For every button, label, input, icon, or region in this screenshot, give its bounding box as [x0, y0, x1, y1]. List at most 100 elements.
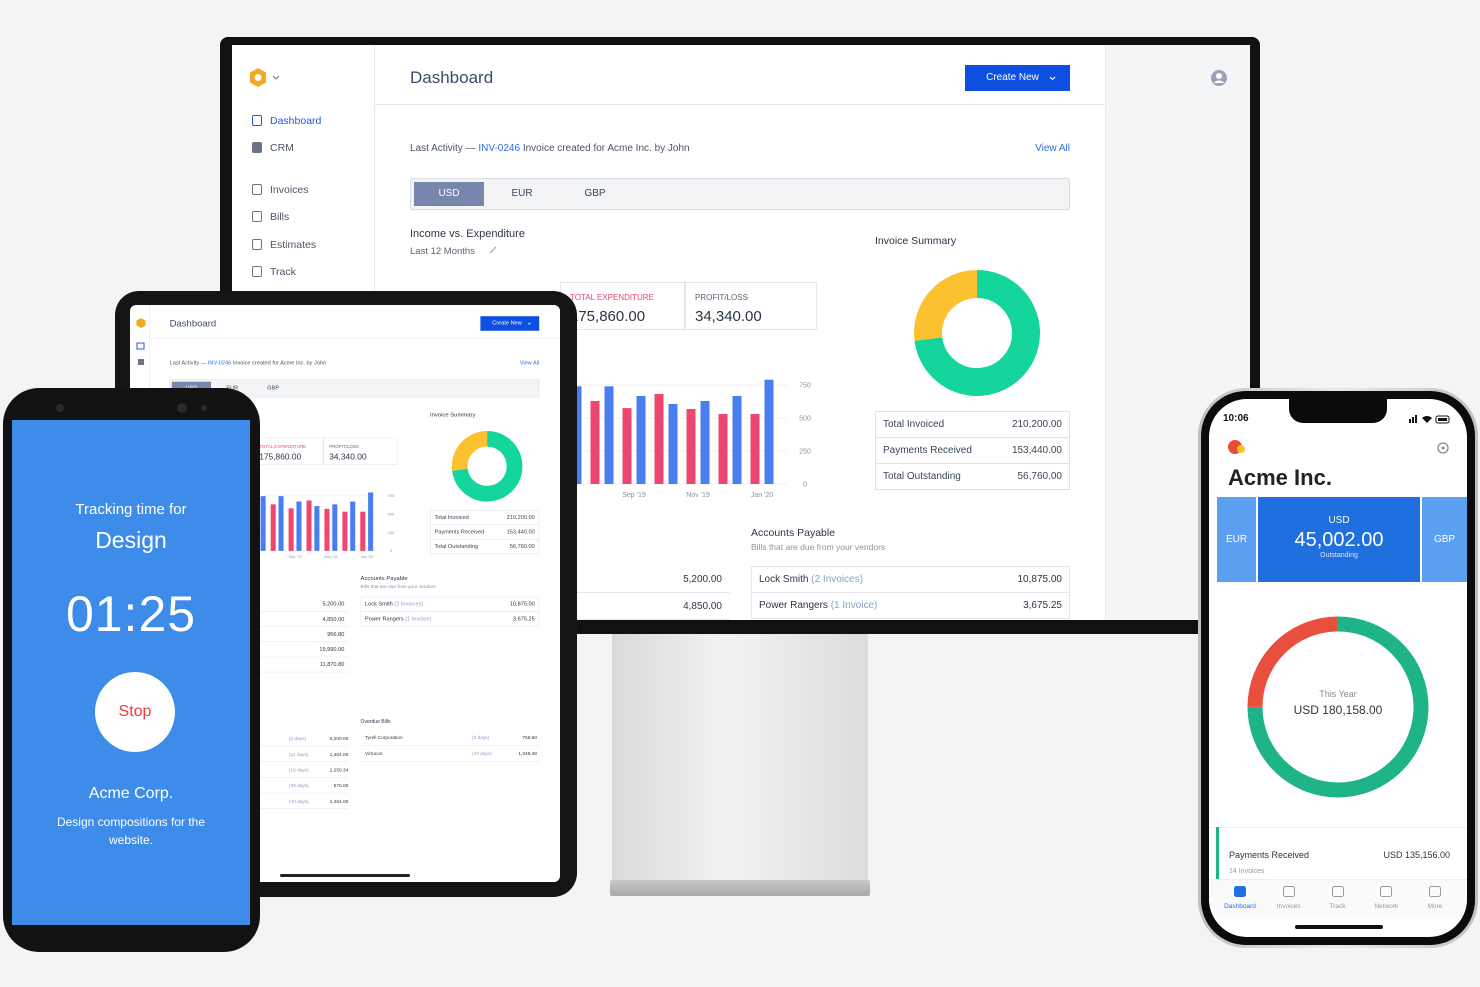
currency-tab[interactable]: USD: [414, 182, 484, 206]
row-divider: [430, 539, 540, 540]
bar: [314, 506, 320, 551]
overdue-row[interactable]: [360, 746, 540, 762]
receivable-amount: 5,200.00: [683, 574, 722, 585]
chart-title: Income vs. Expenditure: [410, 228, 525, 240]
create-button[interactable]: Create New: [480, 316, 540, 331]
last-activity: Last Activity — INV-0246 Invoice created…: [170, 360, 327, 366]
summary-label: Total Outstanding: [883, 471, 961, 482]
tab-label[interactable]: Dashboard: [1224, 903, 1256, 910]
summary-value: 153,440.00: [506, 529, 535, 536]
receivable-amount: 19,990.00: [319, 646, 345, 653]
nav-item[interactable]: CRM: [270, 142, 294, 154]
donut-segment: [914, 270, 978, 341]
tab-glyph: [1380, 886, 1393, 897]
nav-item[interactable]: Invoices: [270, 184, 309, 196]
invoice-count: (2 Invoices): [811, 574, 863, 585]
overdue-row[interactable]: [360, 729, 540, 746]
tab-glyph: [1282, 886, 1295, 897]
nav-icon: [252, 184, 262, 195]
ring-total: USD 180,158.00: [1293, 703, 1383, 717]
nav-item[interactable]: Estimates: [270, 239, 317, 251]
y-tick-label: 500: [388, 511, 395, 516]
summary-label: Payments Received: [883, 445, 972, 456]
payments-card[interactable]: [1209, 827, 1467, 879]
y-tick-label: 250: [799, 449, 811, 456]
y-tick-label: 0: [390, 548, 393, 553]
payable-name: Lock Smith (2 Invoices): [759, 574, 863, 585]
currency-tab[interactable]: EUR: [511, 188, 533, 199]
payable-subtitle: Bills that are due from your vendors: [751, 542, 886, 552]
currency-tab[interactable]: GBP: [267, 385, 280, 392]
tab-label[interactable]: Invoices: [1276, 903, 1301, 910]
x-tick-label: Sep '19: [288, 554, 301, 559]
timer-client: Acme Corp.: [88, 785, 174, 802]
payable-amount: 10,875.00: [509, 601, 535, 608]
nav-icon: [252, 115, 262, 126]
tab-label[interactable]: More: [1427, 903, 1443, 910]
card-label: TOTAL EXPENDITURE: [259, 443, 307, 449]
currency-left-label: EUR: [1225, 534, 1248, 545]
vendor-name: Lock Smith: [365, 601, 393, 608]
tab-glyph: [1429, 886, 1441, 897]
payable-row[interactable]: [360, 611, 540, 627]
avatar[interactable]: [1210, 69, 1228, 87]
view-all-link[interactable]: View All: [1035, 143, 1070, 154]
chevron: [1049, 76, 1056, 81]
x-tick-label: Jan '20: [751, 492, 773, 499]
stop-button[interactable]: Stop: [118, 703, 152, 720]
bar: [368, 492, 374, 551]
nav-item[interactable]: Dashboard: [270, 115, 322, 127]
pencil: [489, 246, 497, 254]
card-value: 34,340.00: [329, 452, 367, 462]
bar: [764, 379, 774, 484]
summary-label: Total Outstanding: [434, 543, 479, 550]
payments-count: 14 Invoices: [1229, 868, 1265, 875]
timer-description: Design compositions for the website.: [56, 815, 206, 847]
payable-row[interactable]: [751, 592, 1070, 619]
create-button[interactable]: Create New: [965, 65, 1070, 91]
receivable-amount: 4,850.00: [683, 601, 722, 612]
view-all-link[interactable]: View All: [519, 359, 540, 367]
tab-icon: [1282, 886, 1295, 897]
tab-bar: Dashboard Invoices Track Network More: [1209, 879, 1467, 919]
nav-item[interactable]: Track: [270, 266, 296, 278]
y-tick-label: 750: [799, 383, 811, 390]
notch: [1289, 399, 1387, 423]
tab-label[interactable]: Track: [1329, 903, 1346, 910]
invoice-donut: [914, 270, 1040, 396]
nav-item[interactable]: Bills: [270, 211, 290, 223]
summary-value: 210,200.00: [1011, 419, 1062, 430]
y-tick-label: 500: [799, 416, 811, 423]
invoice-link: INV-0246: [207, 359, 232, 367]
monitor-foot: [610, 880, 870, 896]
payments-title: Payments Received: [1229, 850, 1310, 860]
receivable-amount: 5,200.00: [322, 601, 345, 608]
tab-label[interactable]: Network: [1374, 903, 1399, 910]
summary-table: [430, 509, 540, 555]
bar: [278, 496, 284, 551]
tab-glyph: [1234, 886, 1246, 897]
nav-icon: [252, 239, 262, 250]
settings-icon[interactable]: [1436, 441, 1450, 455]
tab-icon: [1380, 886, 1393, 897]
card-value: 34,340.00: [695, 308, 762, 325]
currency-left[interactable]: [1217, 497, 1256, 582]
currency-tab[interactable]: GBP: [584, 188, 606, 199]
currency-right[interactable]: [1422, 497, 1467, 582]
bar: [636, 395, 646, 484]
overdue-name: Virtucon: [365, 750, 383, 757]
summary-value: 210,200.00: [506, 514, 535, 521]
summary-label: Payments Received: [434, 529, 485, 536]
bar: [686, 409, 696, 484]
iphone-screen: 10:06 Acme Inc. EUR GBP USD 45,002.00 Ou…: [1209, 399, 1467, 937]
overdue-age: (40 days): [288, 798, 309, 804]
year-ring: [1247, 616, 1429, 798]
header-bar: [375, 45, 1105, 105]
bar: [270, 504, 276, 551]
bar: [668, 404, 678, 484]
chart-subtitle: Last 12 Months: [410, 246, 475, 257]
bar: [622, 408, 632, 484]
activity-text: Invoice created for Acme Inc. by John: [232, 359, 327, 367]
overdue-amount: 1,464.00: [329, 798, 349, 804]
